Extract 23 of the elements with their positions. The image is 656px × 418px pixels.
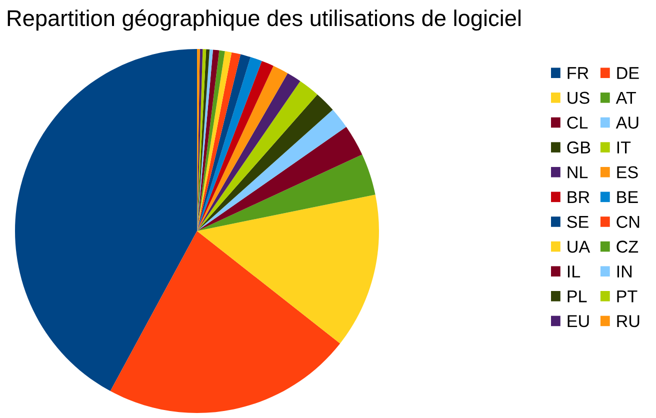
- legend-label: AT: [616, 92, 636, 104]
- legend-label: PL: [568, 290, 587, 302]
- legend-label: AU: [616, 116, 638, 129]
- legend-label: SE: [567, 216, 588, 228]
- legend-label: CN: [616, 216, 640, 228]
- legend-label: DE: [617, 67, 639, 79]
- legend-label: IN: [617, 266, 632, 278]
- legend-label: UA: [568, 240, 590, 253]
- legend-label: FR: [568, 67, 588, 79]
- legend-label: IT: [617, 142, 631, 154]
- legend-label: NL: [568, 166, 588, 178]
- legend-label: IL: [568, 266, 580, 278]
- legend-label: BE: [617, 191, 638, 203]
- legend-label: GB: [567, 141, 590, 154]
- legend-label: RU: [617, 315, 640, 328]
- legend-label: BR: [568, 191, 590, 203]
- chart-title: Repartition géographique des utilisations de logiciel: [8, 9, 520, 31]
- legend-label: ES: [617, 166, 638, 178]
- legend-label: US: [568, 92, 590, 104]
- legend-label: CZ: [616, 240, 638, 253]
- legend-label: PT: [617, 290, 638, 302]
- legend-label: EU: [568, 315, 589, 328]
- legend-label: CL: [567, 116, 588, 129]
